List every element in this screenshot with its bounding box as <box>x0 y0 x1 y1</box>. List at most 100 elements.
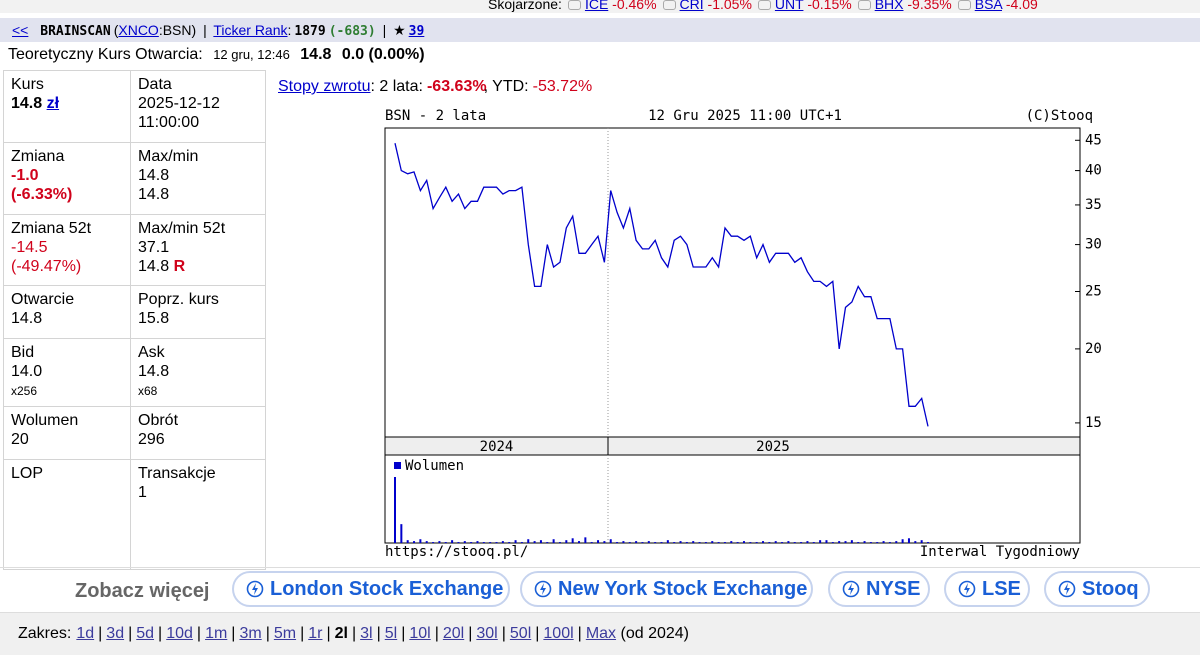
cell: Data 2025-12-12 11:00:00 <box>130 70 266 143</box>
returns-link[interactable]: Stopy zwrotu <box>278 78 371 95</box>
currency-link[interactable]: zł <box>46 95 60 112</box>
range-link[interactable]: 1m <box>205 625 228 642</box>
volume-bar <box>641 542 644 543</box>
volume-bar <box>749 542 752 543</box>
range-link[interactable]: 1r <box>308 625 323 642</box>
cell-value: 15.8 <box>138 310 170 327</box>
range-link[interactable]: 1d <box>76 625 95 642</box>
volume-bar <box>451 540 454 543</box>
separator: | <box>577 625 582 642</box>
volume-bar <box>476 541 479 543</box>
range-link[interactable]: 30l <box>476 625 498 642</box>
separator: | <box>265 625 270 642</box>
exchange-link[interactable]: XNCO <box>118 22 159 38</box>
related-ticker[interactable]: BSA <box>974 0 1002 12</box>
volume-bar <box>692 541 695 543</box>
volume-bar <box>584 537 587 543</box>
open-time: 12 gru, 12:46 <box>213 47 290 62</box>
volume-bar <box>565 540 568 543</box>
range-link[interactable]: 3d <box>106 625 125 642</box>
volume-bar <box>876 542 879 543</box>
y-tick-label: 35 <box>1085 197 1102 213</box>
related-ticker[interactable]: BHX <box>874 0 904 12</box>
open-price: 14.8 <box>300 46 332 63</box>
volume-bar <box>806 541 809 543</box>
volume-bar <box>597 540 600 543</box>
range-link[interactable]: 20l <box>442 625 465 642</box>
icon-ring <box>958 580 976 598</box>
legend-swatch <box>394 462 401 469</box>
related-ticker[interactable]: UNT <box>774 0 804 12</box>
back-link[interactable]: << <box>12 22 29 38</box>
range-link[interactable]: 3l <box>360 625 373 642</box>
separator: | <box>196 625 202 642</box>
volume-bar <box>831 542 834 543</box>
volume-bar <box>673 542 676 543</box>
cell-value: 1 <box>138 484 147 501</box>
symbol: :BSN) <box>158 22 197 38</box>
volume-bar <box>571 538 574 543</box>
more-button[interactable]: New York Stock Exchange <box>520 571 813 607</box>
volume-bar <box>730 541 733 543</box>
price-line <box>394 143 929 427</box>
ytd-value: -53.72% <box>532 78 593 95</box>
separator: | <box>300 625 305 642</box>
y-tick-label: 15 <box>1085 415 1102 431</box>
cell: Zmiana -1.0 (-6.33%) <box>3 142 131 215</box>
legend-label: Wolumen <box>405 458 464 474</box>
range-link[interactable]: Max <box>585 625 617 642</box>
volume-bar <box>406 540 409 543</box>
separator: | <box>326 625 331 642</box>
volume-bar <box>616 542 619 543</box>
cell: Bid 14.0 x256 <box>3 338 131 407</box>
period-label: : 2 lata: <box>370 78 423 95</box>
range-link[interactable]: 5m <box>273 625 297 642</box>
range-link[interactable]: 100l <box>543 625 574 642</box>
related-ticker[interactable]: CRI <box>679 0 704 12</box>
icon-bolt <box>1064 583 1070 595</box>
separator: | <box>468 625 473 642</box>
cell-label: Transakcje <box>138 465 216 482</box>
header-bar: << BRAINSCAN (XNCO:BSN) | Ticker Rank: 187… <box>0 18 1200 42</box>
volume-bar <box>819 540 822 543</box>
volume-bar <box>907 538 910 543</box>
volume-bar <box>717 542 720 543</box>
related-ticker[interactable]: ICE <box>584 0 609 12</box>
volume-bar <box>419 539 422 543</box>
volume-bar <box>704 542 707 543</box>
stars-link[interactable]: 39 <box>408 24 425 39</box>
cell-value: 14.0 <box>11 363 43 380</box>
cell-value: 37.1 <box>138 239 170 256</box>
cell: Otwarcie 14.8 <box>3 285 131 339</box>
separator: | <box>203 22 207 38</box>
range-link[interactable]: 5l <box>384 625 398 642</box>
bolt-icon <box>534 580 552 598</box>
related-item: BHX -9.35% <box>857 0 952 12</box>
range-link[interactable]: 10l <box>409 625 431 642</box>
open-change: 0.0 (0.00%) <box>341 46 425 63</box>
volume-bar <box>844 541 847 543</box>
quote-table: Kurs 14.8 zł Data 2025-12-12 11:00:00 Zmian… <box>3 70 266 570</box>
volume-bar <box>489 542 492 543</box>
volume-bar <box>444 542 447 543</box>
range-link[interactable]: 50l <box>509 625 532 642</box>
related-bar: Skojarzone: ICE -0.46% CRI -1.05% UNT -0.15… <box>0 0 1200 13</box>
volume-bar <box>590 542 593 543</box>
range-link[interactable]: 10d <box>166 625 193 642</box>
cell-value: 14.8 <box>138 167 170 184</box>
cell: Poprz. kurs 15.8 <box>130 285 266 339</box>
volume-bar <box>470 542 473 543</box>
rank-change: (-683) <box>328 24 376 39</box>
more-button[interactable]: LSE <box>944 571 1030 607</box>
range-link[interactable]: 3m <box>239 625 262 642</box>
related-label: Skojarzone: <box>488 0 562 12</box>
volume-bar <box>552 539 555 543</box>
cell-label: Max/min 52t <box>138 220 226 237</box>
more-button[interactable]: Stooq <box>1044 571 1150 607</box>
more-button[interactable]: London Stock Exchange <box>232 571 510 607</box>
ticker-rank-link[interactable]: Ticker Rank <box>213 22 288 38</box>
y-tick-label: 20 <box>1085 341 1102 357</box>
range-link[interactable]: 5d <box>136 625 155 642</box>
more-button[interactable]: NYSE <box>828 571 930 607</box>
cell-value: 14.8 <box>138 186 170 203</box>
